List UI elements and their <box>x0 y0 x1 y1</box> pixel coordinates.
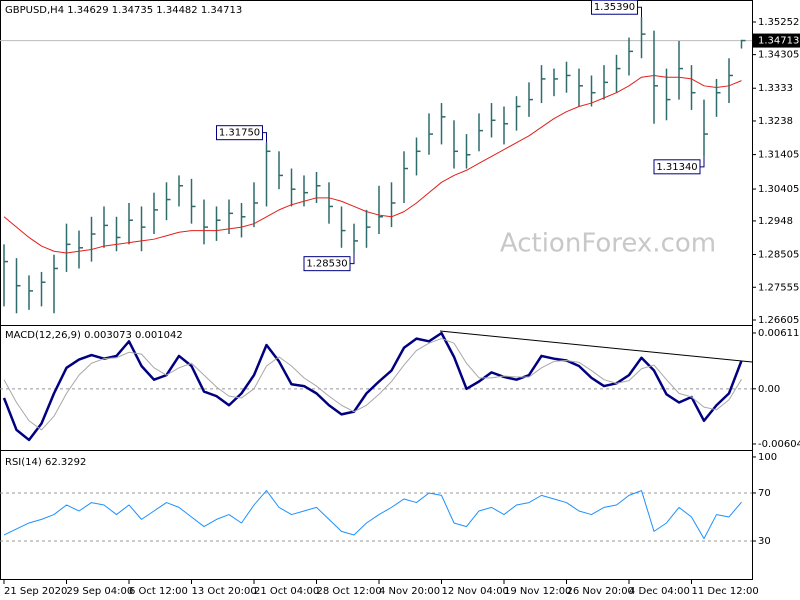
x-tick-label: 4 Dec 04:00 <box>629 586 690 597</box>
last-price-box <box>753 33 800 48</box>
indicator-title: RSI(14) 62.3292 <box>5 457 86 468</box>
x-tick-label: 19 Nov 12:00 <box>504 586 571 597</box>
indicator-title: MACD(12,26,9) 0.003073 0.001042 <box>5 330 183 341</box>
y-tick-label: 1.2948 <box>758 216 793 227</box>
frame <box>0 0 753 580</box>
annotation-label: 1.28530 <box>306 259 347 270</box>
y-tick-label: 1.34305 <box>758 50 799 61</box>
x-tick-label: 29 Sep 04:00 <box>67 586 134 597</box>
watermark: ActionForex.com <box>500 229 716 259</box>
trend-line <box>439 330 753 363</box>
y-tick-label: 1.35252 <box>758 17 799 28</box>
y-tick-label: 0.006116 <box>758 328 800 339</box>
y-tick-label: 1.28505 <box>758 250 799 261</box>
annotation-leader <box>700 156 705 168</box>
indicator-line <box>3 490 742 540</box>
x-tick-label: 21 Oct 04:00 <box>254 586 319 597</box>
annotation-leader <box>637 6 642 18</box>
annotation-box <box>216 125 263 141</box>
y-tick-label: 70 <box>758 488 771 499</box>
y-tick-label: 1.27555 <box>758 282 799 293</box>
x-tick-label: 4 Nov 20:00 <box>379 586 440 597</box>
indicator-line <box>2 331 743 442</box>
last-price-label: 1.34713 <box>758 36 799 47</box>
y-tick-label: 1.3333 <box>758 83 793 94</box>
annotation-label: 1.31340 <box>656 162 697 173</box>
moving-average <box>3 74 742 254</box>
y-tick-label: 1.31405 <box>758 150 799 161</box>
indicator-line <box>3 338 742 431</box>
chart-title: GBPUSD,H4 1.34629 1.34735 1.34482 1.3471… <box>5 5 242 16</box>
x-tick-label: 13 Oct 20:00 <box>192 586 257 597</box>
x-tick-label: 28 Oct 12:00 <box>317 586 382 597</box>
y-tick-label: 100 <box>758 452 777 463</box>
y-tick-label: 0.00 <box>758 384 780 395</box>
x-tick-label: 6 Oct 12:00 <box>129 586 188 597</box>
y-tick-label: 1.26605 <box>758 315 799 326</box>
x-tick-label: 26 Nov 20:00 <box>567 586 634 597</box>
annotation-label: 1.31750 <box>219 128 260 139</box>
annotation-label: 1.35390 <box>594 2 635 13</box>
annotation-leader <box>262 132 267 143</box>
y-tick-label: 1.3238 <box>758 116 793 127</box>
y-tick-label: -0.00604 <box>758 439 800 450</box>
x-tick-label: 12 Nov 04:00 <box>442 586 509 597</box>
x-tick-label: 11 Dec 12:00 <box>692 586 759 597</box>
y-tick-label: 30 <box>758 536 771 547</box>
annotation-leader <box>350 253 355 265</box>
annotation-box <box>591 0 638 15</box>
annotation-box <box>653 159 701 175</box>
x-tick-label: 21 Sep 2020 <box>4 586 67 597</box>
y-tick-label: 1.30405 <box>758 184 799 195</box>
annotation-box <box>303 256 351 272</box>
